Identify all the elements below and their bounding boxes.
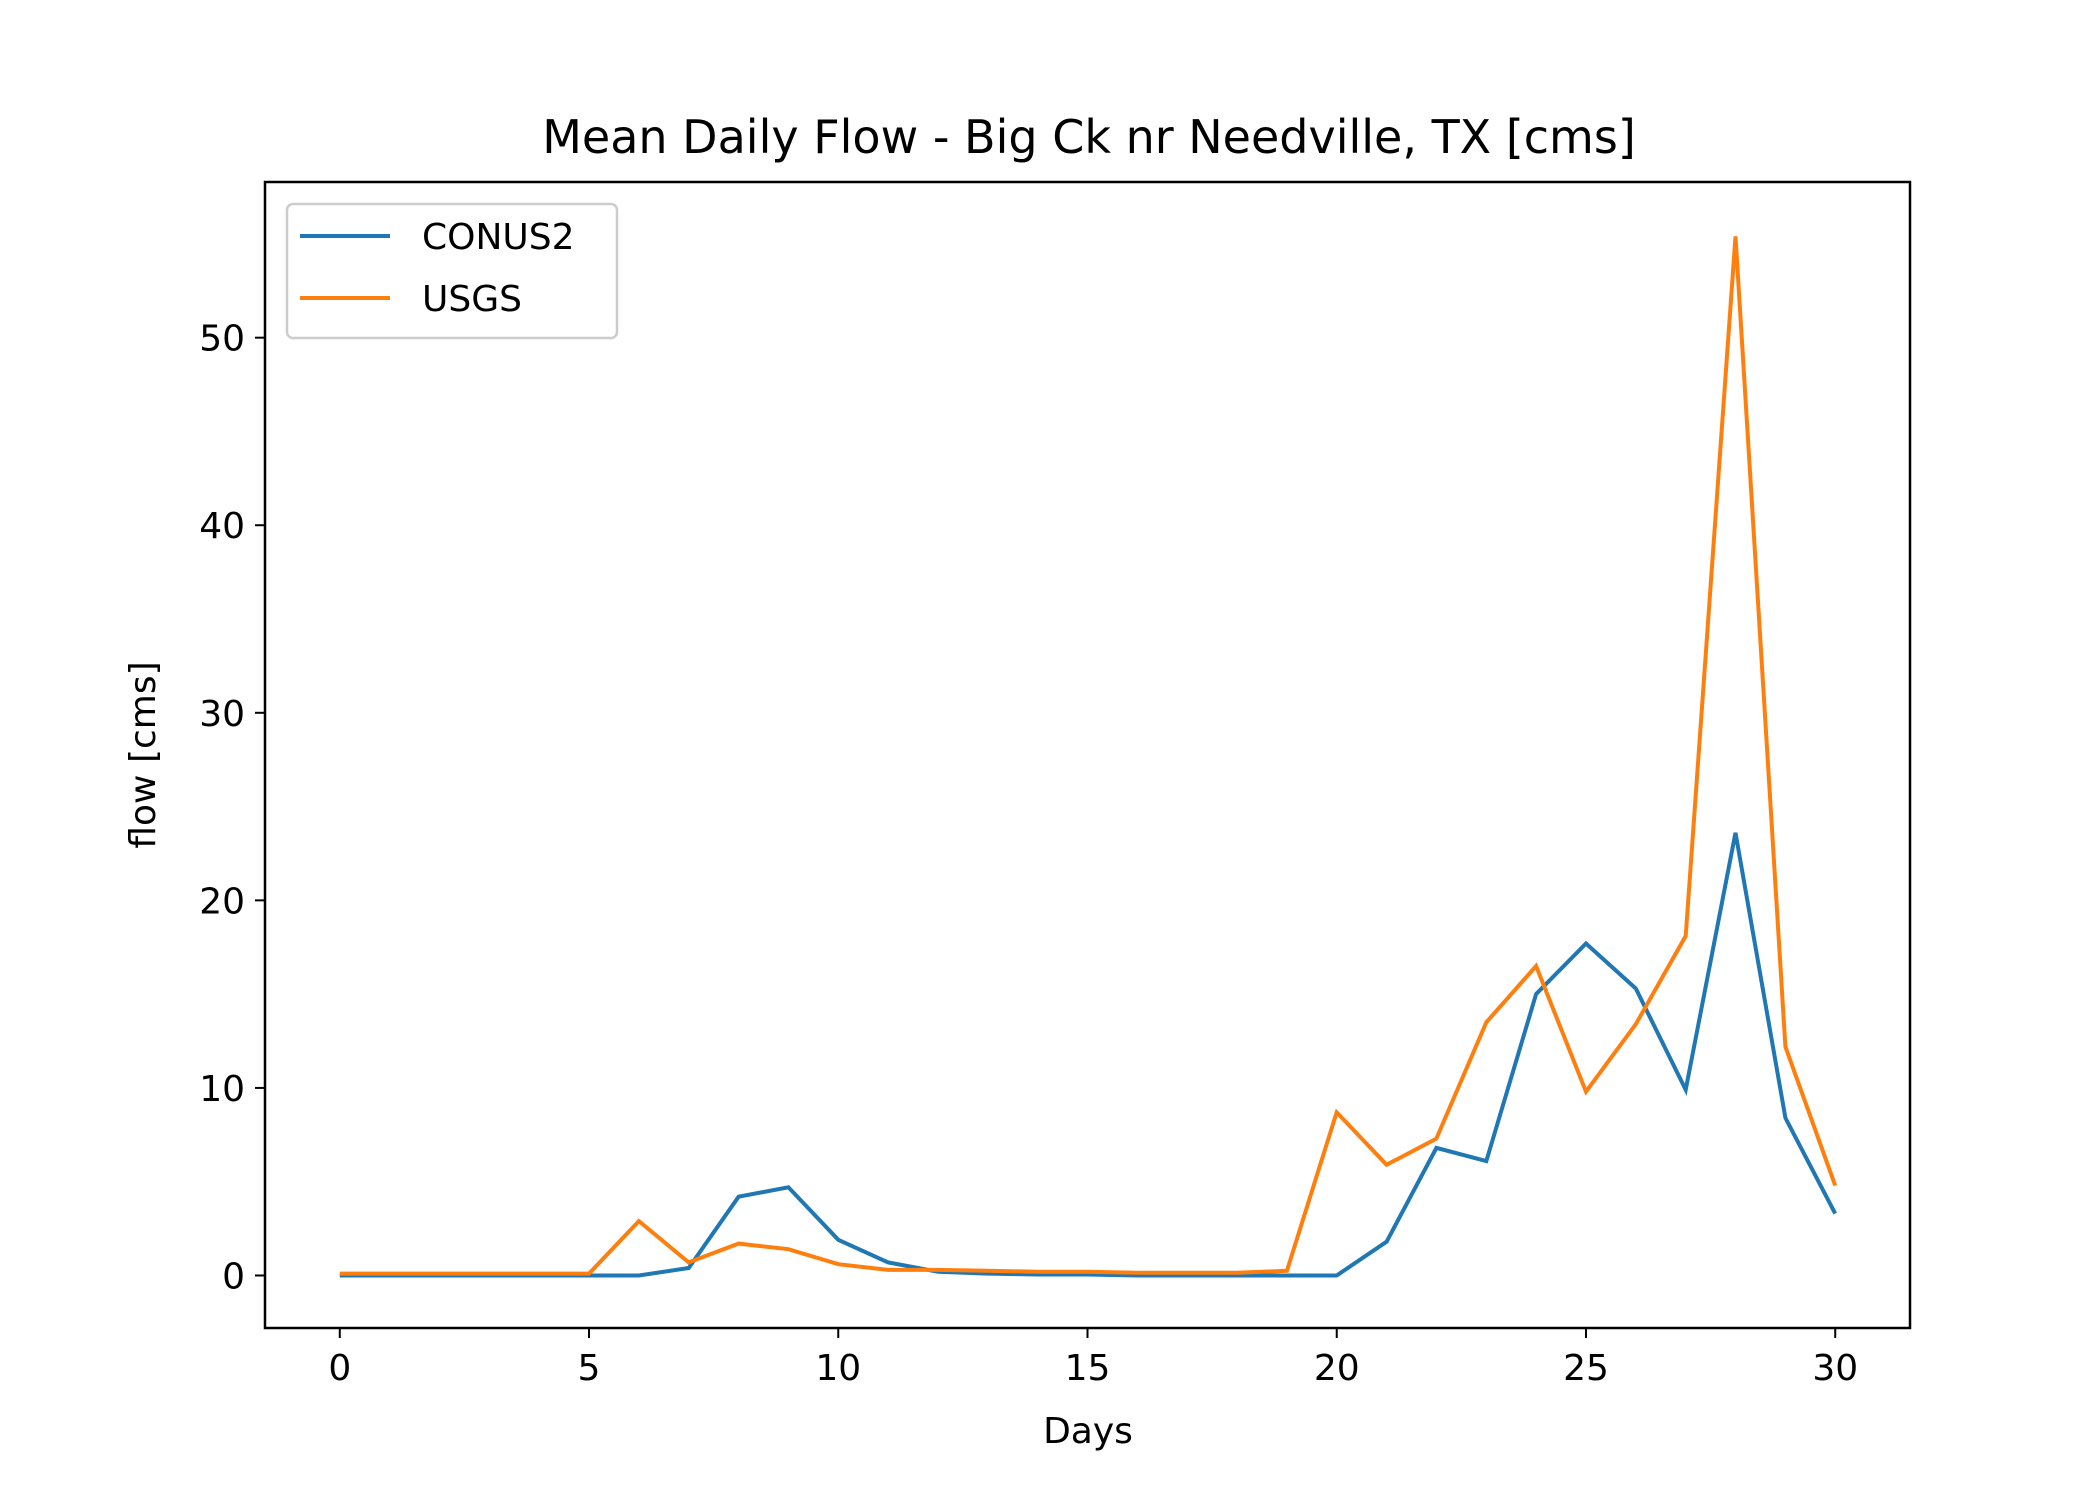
y-tick-label: 10 (199, 1069, 245, 1110)
y-axis-title: flow [cms] (123, 661, 164, 848)
x-tick-label: 20 (1314, 1348, 1360, 1389)
legend-label: CONUS2 (422, 217, 575, 258)
y-tick-label: 30 (199, 694, 245, 735)
x-tick-label: 15 (1065, 1348, 1111, 1389)
x-tick-label: 25 (1563, 1348, 1609, 1389)
legend: CONUS2 USGS (285, 202, 619, 340)
series-layer (339, 236, 1838, 1278)
chart-title: Mean Daily Flow - Big Ck nr Needville, T… (542, 110, 1636, 164)
y-tick-label: 20 (199, 881, 245, 922)
x-tick-label: 30 (1812, 1348, 1858, 1389)
y-tick-label: 50 (199, 319, 245, 360)
x-tick-label: 5 (578, 1348, 601, 1389)
legend-label: USGS (422, 279, 522, 320)
y-tick-label: 40 (199, 506, 245, 547)
plot-area (265, 182, 1910, 1328)
x-tick-label: 10 (815, 1348, 861, 1389)
y-axis: 0 10 20 30 40 50 (199, 319, 265, 1297)
x-tick-label: 0 (328, 1348, 351, 1389)
y-tick-label: 0 (222, 1256, 245, 1297)
series-line-usgs (339, 236, 1838, 1276)
axes-background (265, 182, 1910, 1328)
x-axis-title: Days (1043, 1411, 1133, 1452)
axes-frame (263, 180, 1912, 1330)
x-axis: 0 5 10 15 20 25 30 (328, 1328, 1858, 1389)
